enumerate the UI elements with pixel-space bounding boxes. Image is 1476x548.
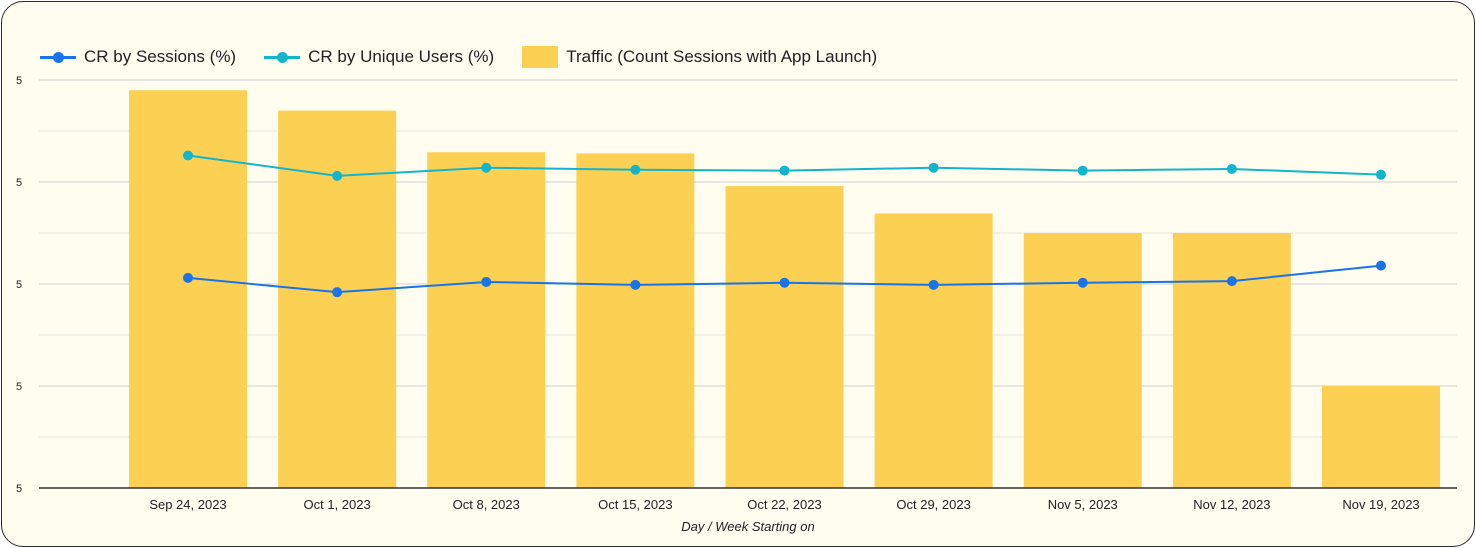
- x-tick-label: Oct 29, 2023: [896, 497, 970, 512]
- cr-unique-users-point: [332, 170, 343, 181]
- cr-unique-users-point: [630, 164, 641, 175]
- cr-sessions-point: [630, 279, 641, 290]
- cr-unique-users-point: [481, 162, 492, 173]
- x-axis-title: Day / Week Starting on: [681, 519, 814, 534]
- cr-sessions-point: [779, 277, 790, 288]
- y-tick-label: 5: [16, 75, 22, 87]
- traffic-bar: [725, 186, 844, 488]
- cr-unique-users-point: [1226, 163, 1237, 174]
- x-tick-label: Nov 12, 2023: [1193, 497, 1270, 512]
- traffic-bar: [278, 110, 397, 488]
- chart-legend: CR by Sessions (%) CR by Unique Users (%…: [40, 44, 905, 70]
- cr-unique-users-point: [1376, 169, 1386, 180]
- cr-unique-users-point: [928, 162, 939, 173]
- y-tick-label: 5: [16, 483, 22, 495]
- cr-sessions-point: [928, 279, 939, 290]
- legend-label-traffic: Traffic (Count Sessions with App Launch): [566, 47, 878, 66]
- legend-label-cr-sessions: CR by Sessions (%): [84, 47, 237, 66]
- legend-item-cr-sessions[interactable]: CR by Sessions (%): [40, 47, 236, 67]
- traffic-bar: [874, 213, 993, 488]
- legend-swatch-cr-sessions: [40, 51, 76, 63]
- x-tick-label: Nov 5, 2023: [1048, 497, 1118, 512]
- cr-sessions-point: [1376, 260, 1386, 271]
- cr-sessions-point: [481, 276, 492, 287]
- x-tick-label: Sep 24, 2023: [149, 497, 226, 512]
- cr-sessions-point: [183, 272, 193, 283]
- y-tick-label: 5: [16, 381, 22, 393]
- traffic-bar: [427, 152, 546, 488]
- x-tick-label: Oct 8, 2023: [453, 497, 520, 512]
- traffic-bar: [129, 90, 247, 488]
- cr-unique-users-point: [183, 150, 193, 161]
- x-tick-label: Oct 15, 2023: [598, 497, 672, 512]
- legend-label-cr-unique-users: CR by Unique Users (%): [308, 47, 495, 66]
- traffic-bar: [1322, 386, 1440, 488]
- legend-item-cr-unique-users[interactable]: CR by Unique Users (%): [264, 47, 494, 67]
- x-tick-label: Oct 22, 2023: [747, 497, 821, 512]
- legend-swatch-traffic: [522, 46, 559, 68]
- cr-unique-users-point: [779, 165, 790, 176]
- y-tick-label: 5: [16, 279, 22, 291]
- legend-item-traffic[interactable]: Traffic (Count Sessions with App Launch): [522, 46, 877, 68]
- cr-unique-users-point: [1077, 165, 1088, 176]
- cr-sessions-point: [1077, 277, 1088, 288]
- traffic-bar: [1172, 233, 1291, 488]
- cr-sessions-point: [332, 287, 343, 298]
- x-tick-label: Nov 19, 2023: [1342, 497, 1419, 512]
- traffic-bar: [1023, 233, 1142, 488]
- traffic-bar: [576, 153, 695, 488]
- y-tick-label: 5: [16, 177, 22, 189]
- x-tick-label: Oct 1, 2023: [304, 497, 371, 512]
- cr-sessions-point: [1226, 276, 1237, 287]
- legend-swatch-cr-unique-users: [264, 51, 301, 63]
